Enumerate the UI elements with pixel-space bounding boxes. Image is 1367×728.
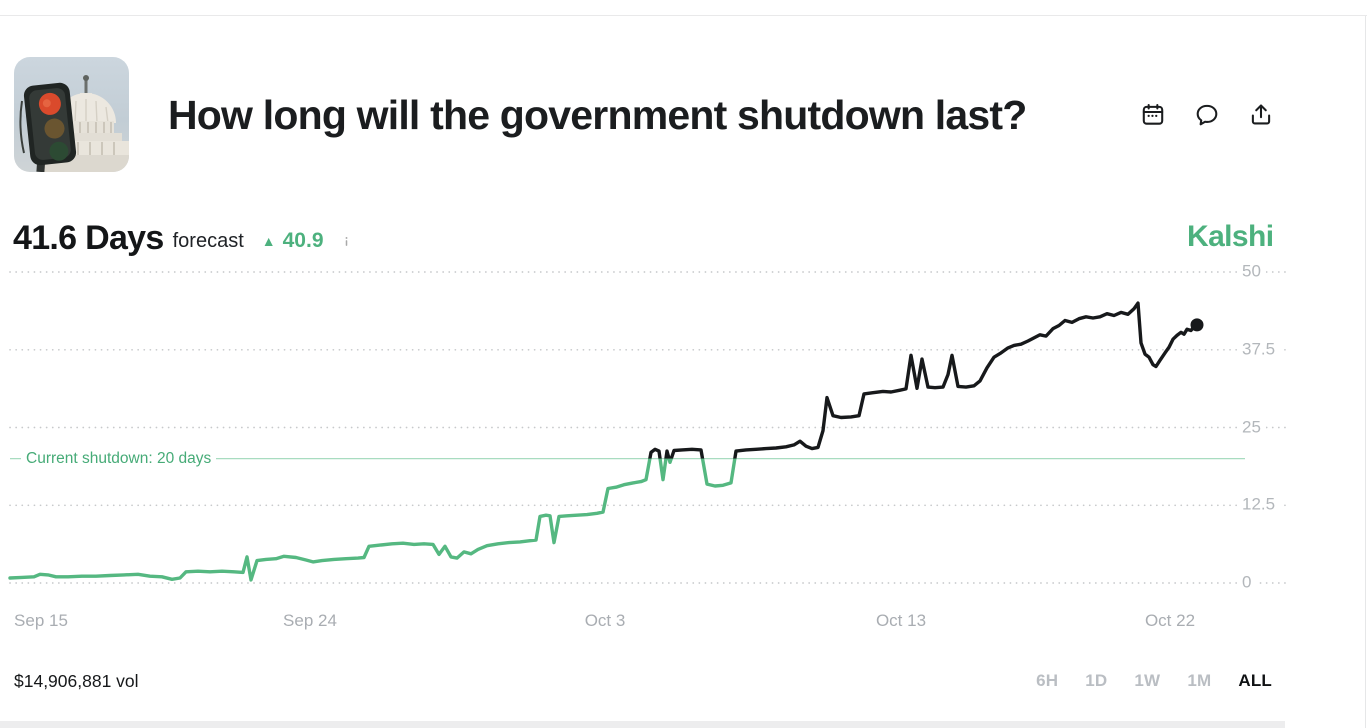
calendar-button[interactable] <box>1138 100 1168 130</box>
x-tick-label: Sep 24 <box>283 611 337 630</box>
forecast-change: ▲ 40.9 <box>262 229 324 253</box>
window-edge-divider <box>1365 16 1366 728</box>
share-icon <box>1251 104 1271 125</box>
forecast-value: 41.6 Days <box>13 218 164 257</box>
forecast-row: 41.6 Days forecast ▲ 40.9 <box>13 217 356 259</box>
info-icon <box>345 236 347 246</box>
range-1d-button[interactable]: 1D <box>1085 671 1108 690</box>
capitol-traffic-light-image <box>14 57 129 172</box>
y-tick-label: 25 <box>1237 416 1266 439</box>
comment-icon <box>1196 104 1218 126</box>
x-tick-label: Sep 15 <box>14 611 68 630</box>
forecast-change-value: 40.9 <box>282 228 324 252</box>
market-thumbnail <box>14 57 129 172</box>
x-tick-label: Oct 3 <box>584 611 626 630</box>
y-tick-label: 50 <box>1237 260 1266 283</box>
range-1m-button[interactable]: 1M <box>1187 671 1212 690</box>
up-arrow-icon: ▲ <box>261 232 276 249</box>
y-tick-label: 0 <box>1237 571 1257 594</box>
share-button[interactable] <box>1246 100 1276 130</box>
top-divider <box>0 15 1367 16</box>
bottom-scrollbar-track[interactable] <box>0 721 1285 728</box>
info-button[interactable] <box>337 232 356 251</box>
forecast-label: forecast <box>172 229 244 252</box>
page-title: How long will the government shutdown la… <box>168 92 1027 138</box>
kalshi-logo: Kalshi <box>1187 220 1274 253</box>
volume-text: $14,906,881 vol <box>14 671 139 691</box>
range-6h-button[interactable]: 6H <box>1036 671 1059 690</box>
comments-button[interactable] <box>1192 100 1222 130</box>
range-1w-button[interactable]: 1W <box>1134 671 1161 690</box>
time-range-selector: 6H 1D 1W 1M ALL <box>1036 671 1272 691</box>
x-tick-label: Oct 22 <box>1144 611 1196 630</box>
x-tick-label: Oct 13 <box>875 611 927 630</box>
calendar-icon <box>1142 104 1164 125</box>
range-all-button[interactable]: ALL <box>1238 671 1272 690</box>
y-tick-label: 37.5 <box>1237 338 1281 361</box>
y-tick-label: 12.5 <box>1237 493 1281 516</box>
reference-line-label: Current shutdown: 20 days <box>21 449 217 468</box>
